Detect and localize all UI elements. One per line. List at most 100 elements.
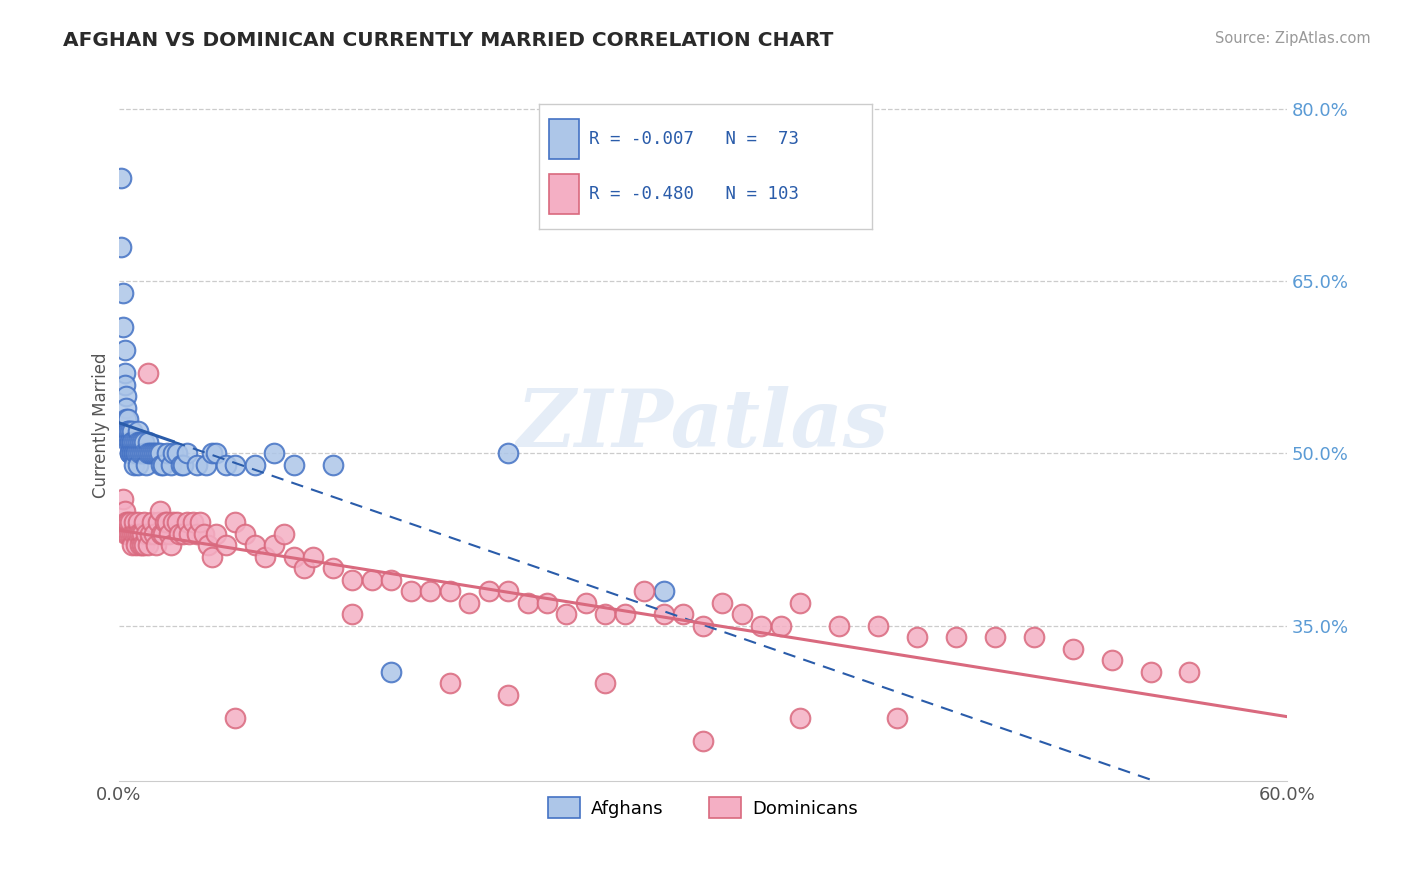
Point [125,446,148,460]
Point [156,516,179,530]
Point [132,516,155,530]
Text: AFGHAN VS DOMINICAN CURRENTLY MARRIED CORRELATION CHART: AFGHAN VS DOMINICAN CURRENTLY MARRIED CO… [63,31,834,50]
Point [692,733,714,747]
Point [127,424,149,438]
Point [945,631,967,645]
Point [692,619,714,633]
Point [263,446,285,460]
Point [117,527,139,541]
Point [283,458,305,472]
Point [135,458,157,472]
Point [789,711,811,725]
Point [731,607,754,622]
Point [672,607,695,622]
Point [360,573,382,587]
Point [215,458,238,472]
Point [652,584,675,599]
Point [142,446,165,460]
Point [115,389,138,403]
Point [142,527,165,541]
Point [1062,641,1084,656]
Point [233,527,256,541]
Point [190,516,212,530]
Point [828,619,851,633]
Point [496,688,519,702]
Point [1139,665,1161,679]
Point [439,676,461,690]
Point [136,538,159,552]
Point [905,631,928,645]
Point [205,446,228,460]
Point [127,516,149,530]
Point [127,527,149,541]
Point [141,446,163,460]
Point [120,435,142,450]
Point [419,584,441,599]
Point [342,607,364,622]
Point [145,446,167,460]
Point [215,538,238,552]
Text: ZIPatlas: ZIPatlas [516,386,889,464]
Point [120,424,142,438]
Point [536,596,558,610]
Point [273,527,295,541]
Point [125,435,148,450]
Point [302,549,325,564]
Text: Source: ZipAtlas.com: Source: ZipAtlas.com [1215,31,1371,46]
Point [111,492,134,507]
Point [283,549,305,564]
Point [120,446,142,460]
Point [224,711,246,725]
Point [121,435,143,450]
Point [127,435,149,450]
Point [115,412,138,426]
Point [186,458,208,472]
Point [166,446,188,460]
Point [125,527,148,541]
Point [160,458,183,472]
Point [115,527,138,541]
Point [1178,665,1201,679]
Point [1101,653,1123,667]
Point [110,240,132,254]
Point [131,538,153,552]
Point [789,596,811,610]
Point [439,584,461,599]
Point [110,170,132,185]
Point [145,538,167,552]
Point [150,527,173,541]
Point [224,458,246,472]
Point [886,711,908,725]
Point [121,424,143,438]
Point [127,458,149,472]
Point [243,538,266,552]
Point [135,446,157,460]
Y-axis label: Currently Married: Currently Married [93,352,110,498]
Point [122,516,145,530]
Point [139,527,162,541]
Point [263,538,285,552]
Point [146,516,169,530]
Point [172,527,194,541]
Point [121,527,143,541]
Point [122,435,145,450]
Point [129,435,152,450]
Point [122,446,145,460]
Point [224,516,246,530]
Point [117,435,139,450]
Point [380,665,402,679]
Point [1022,631,1045,645]
Point [155,516,177,530]
Legend: Afghans, Dominicans: Afghans, Dominicans [540,790,865,825]
Point [186,527,208,541]
Point [111,320,134,334]
Point [749,619,772,633]
Point [193,527,215,541]
Point [292,561,315,575]
Point [141,516,163,530]
Point [122,527,145,541]
Point [342,573,364,587]
Point [166,516,188,530]
Point [516,596,538,610]
Point [129,527,152,541]
